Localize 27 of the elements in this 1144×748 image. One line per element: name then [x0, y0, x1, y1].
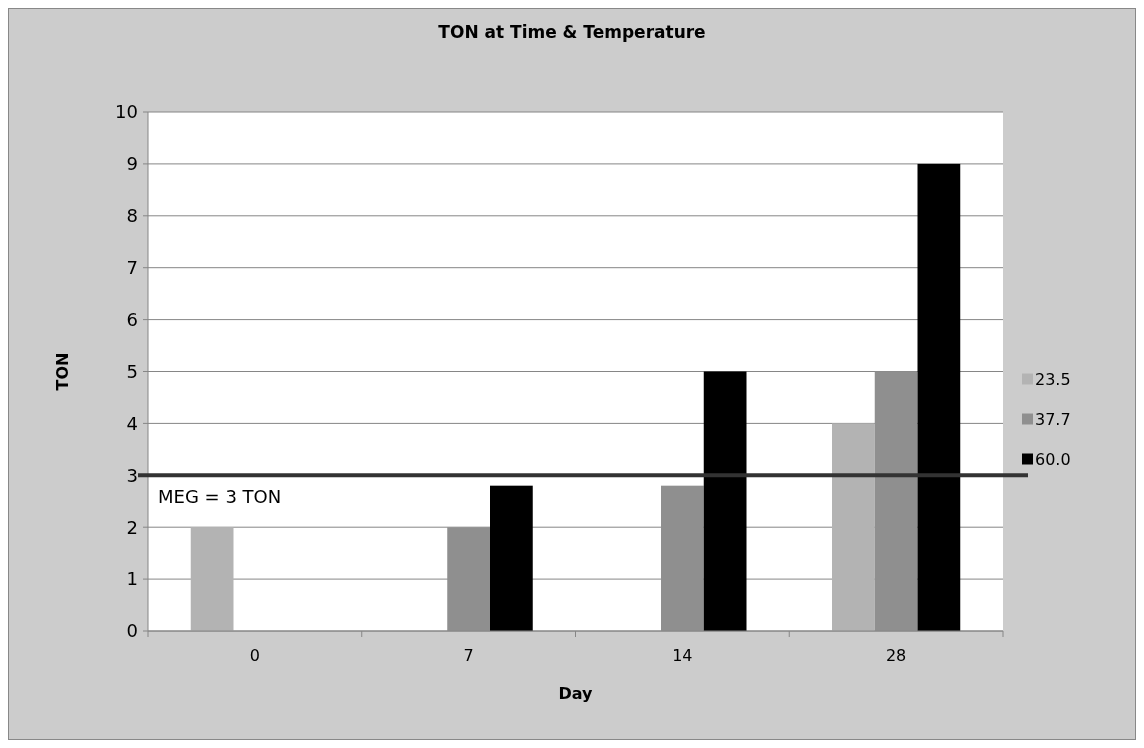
- y-tick-label: 1: [126, 568, 138, 590]
- bar: [190, 527, 234, 631]
- x-tick-label: 0: [249, 646, 260, 665]
- chart-title: TON at Time & Temperature: [438, 22, 706, 42]
- y-axis-title: TON: [53, 352, 72, 391]
- bar: [490, 485, 533, 631]
- y-tick-label: 4: [126, 412, 138, 434]
- x-tick-label: 14: [672, 646, 693, 665]
- legend-label: 60.0: [1035, 450, 1071, 470]
- bar: [832, 423, 875, 631]
- y-tick-label: 9: [126, 153, 138, 175]
- x-tick-label: 28: [885, 646, 907, 665]
- y-tick-label: 0: [126, 620, 138, 642]
- y-tick-label: 5: [126, 360, 138, 382]
- y-tick-label: 2: [126, 516, 138, 538]
- y-tick-label: 7: [126, 257, 138, 278]
- y-tick-label: 6: [126, 308, 138, 330]
- y-tick-label: 8: [126, 205, 138, 227]
- ref-line-label: MEG = 3 TON: [158, 486, 282, 508]
- x-axis-title: Day: [558, 684, 594, 703]
- legend-label: 23.5: [1035, 370, 1071, 390]
- bar: [703, 371, 747, 631]
- x-tick-label: 7: [463, 646, 474, 665]
- y-tick-label: 3: [126, 464, 138, 486]
- y-tick-label: 10: [115, 101, 138, 123]
- bar: [917, 163, 961, 631]
- legend-label: 37.7: [1035, 410, 1071, 430]
